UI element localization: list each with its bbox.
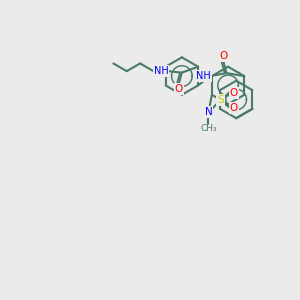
Text: O: O <box>219 51 228 62</box>
Text: O: O <box>230 103 238 113</box>
Text: CH₃: CH₃ <box>200 124 217 134</box>
Text: NH: NH <box>196 71 211 81</box>
Text: O: O <box>175 84 183 94</box>
Text: O: O <box>230 88 238 98</box>
Text: NH: NH <box>154 66 168 76</box>
Text: S: S <box>217 95 224 105</box>
Text: N: N <box>205 107 212 117</box>
